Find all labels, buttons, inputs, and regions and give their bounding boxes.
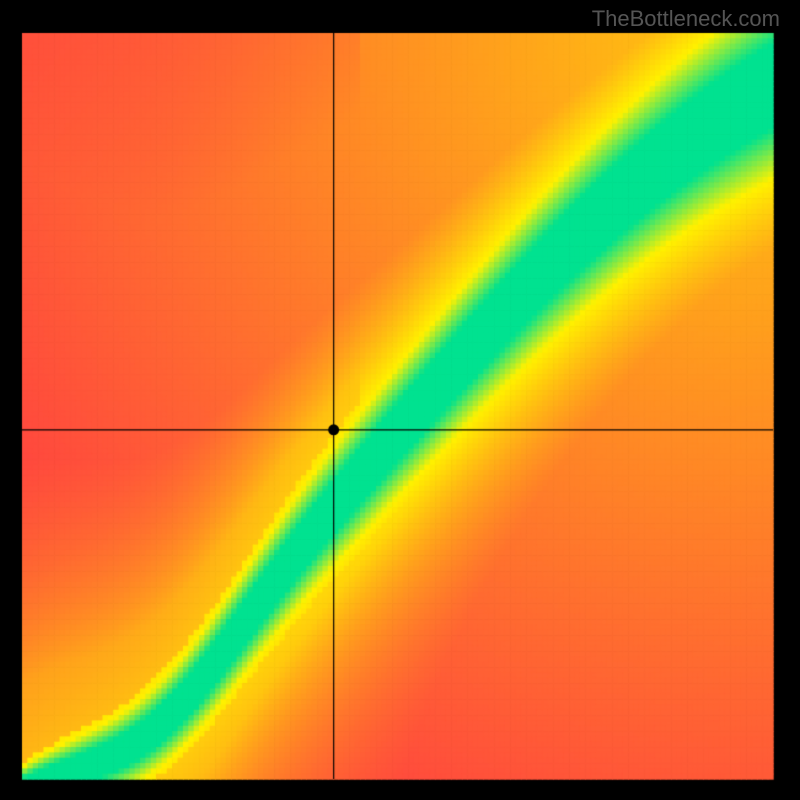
chart-container: TheBottleneck.com <box>0 0 800 800</box>
watermark-text: TheBottleneck.com <box>592 6 780 32</box>
heatmap-canvas <box>0 0 800 800</box>
